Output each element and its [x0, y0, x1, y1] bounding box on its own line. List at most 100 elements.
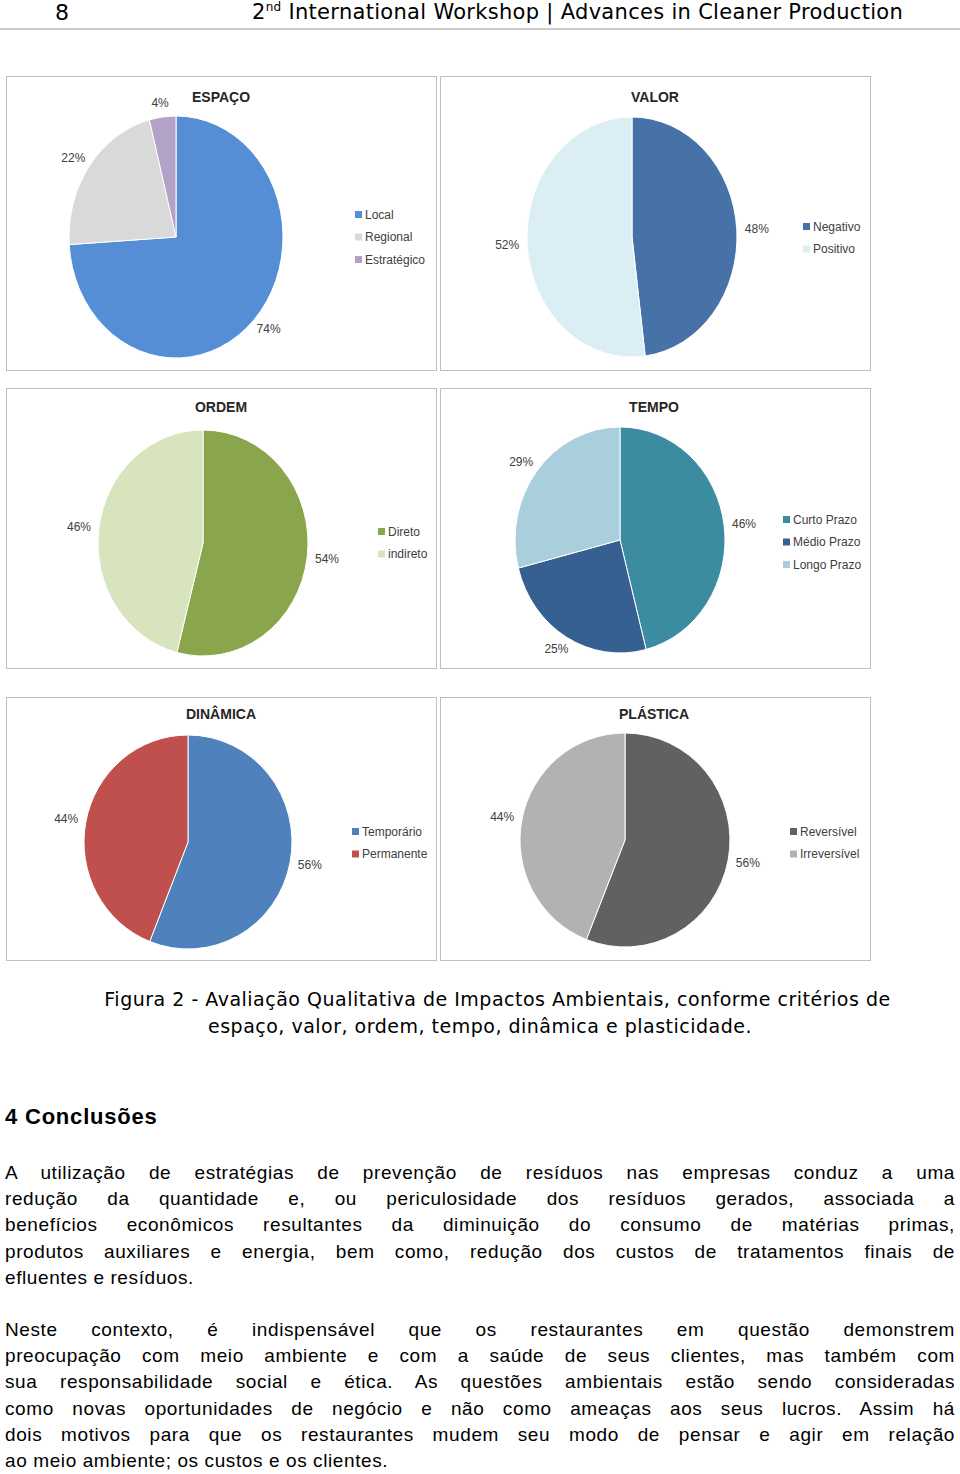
- legend-label: Regional: [365, 230, 412, 244]
- data-label: 74%: [257, 322, 281, 336]
- legend-label: indireto: [388, 547, 428, 561]
- slices: [69, 116, 283, 358]
- legend-label: Reversível: [800, 825, 857, 839]
- legend-swatch: [783, 516, 790, 523]
- legend-swatch: [378, 551, 385, 558]
- pie-chart: PLÁSTICA 56% 44% Reversível Irreversível: [441, 698, 871, 961]
- data-labels: 74%22%4%: [61, 96, 281, 336]
- figure-caption: espaço, valor, ordem, tempo, dinâmica e …: [0, 1013, 960, 1040]
- legend-swatch: [355, 234, 362, 241]
- legend-label: Estratégico: [365, 253, 425, 267]
- data-label: 48%: [745, 222, 769, 236]
- data-label: 29%: [509, 455, 533, 469]
- data-labels: 54% 46%: [67, 520, 339, 566]
- legend-swatch: [783, 539, 790, 546]
- slices: [515, 427, 725, 653]
- pie-slice: [527, 117, 645, 357]
- slices: [527, 117, 737, 357]
- legend-swatch: [783, 561, 790, 568]
- chart-title: TEMPO: [629, 399, 679, 415]
- legend: Temporário Permanente: [352, 825, 428, 862]
- header-title: 2nd International Workshop | Advances in…: [252, 0, 903, 24]
- legend-swatch: [352, 851, 359, 858]
- slices: [98, 430, 308, 656]
- pie-slice: [98, 430, 203, 652]
- legend-label: Positivo: [813, 242, 855, 256]
- legend-swatch: [378, 528, 385, 535]
- data-label: 25%: [544, 642, 568, 656]
- data-label: 4%: [151, 96, 169, 110]
- paragraph-line: produtos auxiliares e energia, bem como,…: [5, 1239, 955, 1265]
- paragraph-line: ao meio ambiente; os custos e os cliente…: [5, 1448, 955, 1474]
- chart-frame: [441, 698, 871, 961]
- legend-label: Negativo: [813, 220, 861, 234]
- chart-frame: [7, 698, 437, 961]
- paragraph-line: sua responsabilidade social e ética. As …: [5, 1369, 955, 1395]
- legend-label: Longo Prazo: [793, 558, 861, 572]
- paragraph-line: Neste contexto, é indispensável que os r…: [5, 1317, 955, 1343]
- data-label: 52%: [495, 238, 519, 252]
- data-labels: 56%44%: [54, 812, 322, 871]
- pie-slice: [632, 117, 737, 356]
- chart-frame: [441, 77, 871, 371]
- pie-slice: [84, 735, 188, 941]
- legend-label: Temporário: [362, 825, 422, 839]
- legend-label: Permanente: [362, 847, 428, 861]
- header-title-num: 2: [252, 0, 266, 24]
- legend-swatch: [352, 828, 359, 835]
- paragraph-line: benefícios econômicos resultantes da dim…: [5, 1212, 955, 1238]
- legend: Curto Prazo Médio Prazo Longo Prazo: [783, 513, 861, 572]
- data-label: 46%: [67, 520, 91, 534]
- pie-slice: [69, 116, 283, 358]
- data-label: 54%: [315, 552, 339, 566]
- legend-label: Direto: [388, 525, 420, 539]
- legend-label: Curto Prazo: [793, 513, 857, 527]
- paragraph-line: como novas oportunidades de negócio e nã…: [5, 1396, 955, 1422]
- legend-label: Local: [365, 208, 394, 222]
- data-label: 56%: [298, 858, 322, 872]
- legend: Negativo Positivo: [803, 220, 861, 257]
- data-labels: 46% 25% 29%: [509, 455, 756, 656]
- pie-slice: [515, 427, 620, 568]
- chart-frame: [441, 389, 871, 669]
- legend: Local Regional Estratégico: [355, 208, 425, 267]
- data-labels: 56% 44%: [490, 810, 760, 869]
- pie-chart: TEMPO 46% 25% 29% Curto Prazo Médio Prazo Long…: [441, 389, 871, 669]
- pie-chart: VALOR 48% 52% Negativo Positivo: [441, 77, 871, 371]
- chart-title: DINÂMICA: [186, 705, 256, 722]
- pie-chart: ORDEM54%46%Diretoindireto: [7, 389, 437, 669]
- figure-caption: Figura 2 - Avaliação Qualitativa de Impa…: [0, 986, 960, 1013]
- pie-slice: [149, 116, 176, 237]
- header-title-sup: nd: [266, 0, 282, 14]
- chart-title: PLÁSTICA: [619, 706, 689, 722]
- paragraph-line: dois motivos para que os restaurantes mu…: [5, 1422, 955, 1448]
- pie-chart: DINÂMICA 56%44% Temporário Permanente: [7, 698, 437, 961]
- slices: [520, 733, 730, 947]
- page-number: 8: [55, 0, 69, 25]
- data-label: 56%: [736, 856, 760, 870]
- legend: Direto indireto: [378, 525, 428, 562]
- chart-title: VALOR: [631, 89, 679, 105]
- data-labels: 48% 52%: [495, 222, 769, 253]
- paragraph-line: A utilização de estratégias de prevenção…: [5, 1160, 955, 1186]
- chart-title: ESPAÇO: [192, 89, 250, 105]
- header-title-rest: International Workshop | Advances in Cle…: [282, 0, 904, 24]
- paragraph-line: preocupação com meio ambiente e com a sa…: [5, 1343, 955, 1369]
- charts-figure: ESPAÇO74%22%4% Local Regional Estratégico VA…: [0, 0, 960, 1000]
- paragraph-line: redução da quantidade e, ou periculosida…: [5, 1186, 955, 1212]
- legend-swatch: [803, 246, 810, 253]
- pie-slice: [520, 733, 625, 939]
- legend-swatch: [355, 211, 362, 218]
- paragraph-line: efluentes e resíduos.: [5, 1265, 955, 1291]
- section-heading: 4 Conclusões: [5, 1104, 158, 1130]
- legend-swatch: [803, 223, 810, 230]
- header-rule: [0, 29, 960, 30]
- legend-label: Médio Prazo: [793, 535, 861, 549]
- legend-swatch: [355, 256, 362, 263]
- chart-frame: [7, 77, 437, 371]
- data-label: 46%: [732, 517, 756, 531]
- data-label: 44%: [490, 810, 514, 824]
- legend-swatch: [790, 828, 797, 835]
- legend-label: Irreversível: [800, 847, 859, 861]
- pie-chart: ESPAÇO74%22%4% Local Regional Estratégico: [7, 77, 437, 371]
